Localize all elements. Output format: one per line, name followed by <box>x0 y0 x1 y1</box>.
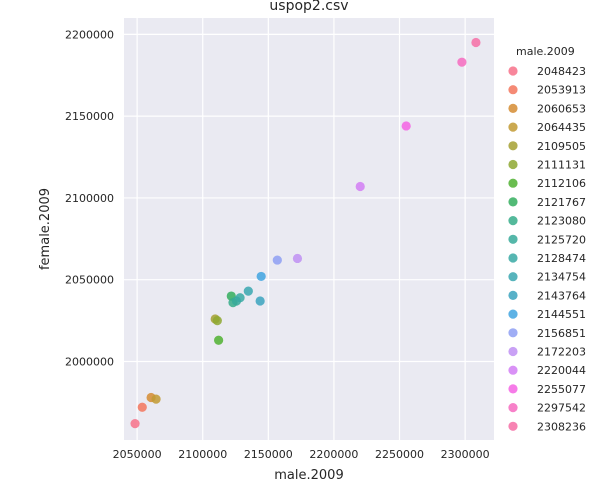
data-point <box>151 394 161 404</box>
data-point <box>471 37 481 48</box>
legend-label: 2128474 <box>537 252 586 265</box>
legend-item: 2048423 <box>508 65 586 78</box>
legend-marker <box>508 216 518 226</box>
data-point <box>255 296 265 306</box>
legend-marker <box>508 384 518 394</box>
legend-marker <box>508 178 518 188</box>
legend-label: 2156851 <box>537 327 586 340</box>
legend-label: 2143764 <box>537 289 586 302</box>
legend-label: 2064435 <box>537 121 586 134</box>
legend: male.2009 2048423 2053913 2060653 2064435 21… <box>508 45 586 433</box>
grid-lines <box>124 18 494 440</box>
legend-items: 2048423 2053913 2060653 2064435 2109505 21111… <box>508 65 586 433</box>
data-point <box>137 402 147 412</box>
legend-marker <box>508 141 518 151</box>
data-point <box>256 271 266 282</box>
legend-marker <box>508 66 518 76</box>
legend-title: male.2009 <box>516 45 575 58</box>
data-point <box>235 293 245 303</box>
legend-marker <box>508 159 518 170</box>
legend-item: 2123080 <box>508 215 586 228</box>
legend-label: 2134754 <box>537 271 586 284</box>
legend-label: 2220044 <box>537 364 586 377</box>
x-tick-label: 2050000 <box>113 448 162 461</box>
y-tick-label: 2200000 <box>65 28 114 41</box>
legend-item: 2109505 <box>508 140 586 153</box>
legend-item: 2144551 <box>508 308 586 321</box>
y-axis-label: female.2009 <box>38 188 53 270</box>
x-axis-label: male.2009 <box>274 468 343 483</box>
data-point <box>401 121 411 131</box>
legend-item: 2112106 <box>508 177 586 190</box>
legend-marker <box>508 346 518 357</box>
legend-marker <box>508 122 518 132</box>
legend-item: 2220044 <box>508 364 586 377</box>
legend-label: 2297542 <box>537 402 586 415</box>
legend-item: 2053913 <box>508 84 586 97</box>
legend-marker <box>508 253 518 263</box>
data-points <box>130 37 481 429</box>
legend-item: 2308236 <box>508 420 586 433</box>
legend-label: 2123080 <box>537 215 586 228</box>
legend-marker <box>508 103 518 113</box>
legend-marker <box>508 272 518 282</box>
x-tick-labels: 2050000 2100000 2150000 2200000 2250000 23000… <box>113 448 490 461</box>
x-tick-label: 2300000 <box>441 448 490 461</box>
legend-label: 2111131 <box>537 159 586 172</box>
legend-item: 2128474 <box>508 252 586 265</box>
legend-label: 2125720 <box>537 233 586 246</box>
data-point <box>243 286 253 296</box>
legend-marker <box>508 403 518 413</box>
y-tick-label: 2100000 <box>65 192 114 205</box>
data-point <box>130 419 140 429</box>
legend-label: 2121767 <box>537 196 586 209</box>
legend-marker <box>508 234 518 244</box>
x-tick-label: 2100000 <box>178 448 227 461</box>
legend-item: 2060653 <box>508 102 586 115</box>
data-point <box>214 335 224 345</box>
legend-item: 2121767 <box>508 196 586 209</box>
legend-label: 2060653 <box>537 102 586 115</box>
legend-item: 2297542 <box>508 402 586 415</box>
legend-item: 2143764 <box>508 289 586 302</box>
legend-label: 2172203 <box>537 346 586 359</box>
legend-label: 2308236 <box>537 420 586 433</box>
data-point <box>355 181 365 192</box>
x-tick-label: 2150000 <box>244 448 293 461</box>
legend-item: 2111131 <box>508 159 586 172</box>
data-point <box>292 253 303 264</box>
plot-area <box>124 18 494 440</box>
legend-item: 2134754 <box>508 271 586 284</box>
legend-label: 2048423 <box>537 65 586 78</box>
data-point <box>212 315 222 326</box>
legend-item: 2125720 <box>508 233 586 246</box>
legend-item: 2255077 <box>508 383 586 396</box>
y-tick-labels: 2000000 2050000 2100000 2150000 2200000 <box>65 28 114 368</box>
legend-label: 2255077 <box>537 383 586 396</box>
legend-item: 2172203 <box>508 346 586 359</box>
data-point <box>457 57 467 67</box>
legend-marker <box>508 290 518 300</box>
x-tick-label: 2250000 <box>375 448 424 461</box>
y-tick-label: 2000000 <box>65 355 114 368</box>
data-point <box>272 255 282 265</box>
y-tick-label: 2150000 <box>65 110 114 123</box>
legend-item: 2064435 <box>508 121 586 134</box>
x-tick-label: 2200000 <box>309 448 358 461</box>
legend-marker <box>508 328 518 338</box>
legend-marker <box>508 197 518 207</box>
legend-label: 2112106 <box>537 177 586 190</box>
legend-label: 2109505 <box>537 140 586 153</box>
legend-marker <box>508 309 518 319</box>
legend-label: 2144551 <box>537 308 586 321</box>
legend-label: 2053913 <box>537 84 586 97</box>
legend-marker <box>508 365 518 375</box>
legend-marker <box>508 85 518 95</box>
legend-marker <box>508 421 518 431</box>
chart-title: uspop2.csv <box>269 0 348 14</box>
legend-item: 2156851 <box>508 327 586 340</box>
y-tick-label: 2050000 <box>65 274 114 287</box>
